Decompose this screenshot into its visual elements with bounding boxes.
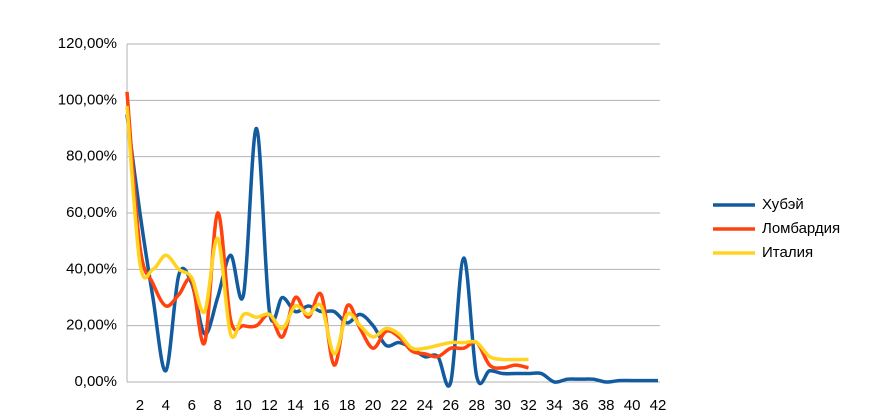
legend-label: Хубэй xyxy=(762,196,804,213)
x-tick-label: 20 xyxy=(365,397,382,414)
x-tick-label: 28 xyxy=(468,397,485,414)
x-tick-label: 26 xyxy=(442,397,459,414)
x-tick-label: 42 xyxy=(650,397,667,414)
x-tick-label: 16 xyxy=(313,397,330,414)
y-tick-label: 0,00% xyxy=(74,373,117,390)
x-tick-label: 14 xyxy=(287,397,304,414)
series-line xyxy=(125,105,529,362)
x-tick-label: 38 xyxy=(598,397,615,414)
y-tick-label: 60,00% xyxy=(66,204,117,221)
x-tick-label: 18 xyxy=(339,397,356,414)
x-tick-label: 24 xyxy=(417,397,434,414)
y-tick-label: 120,00% xyxy=(58,35,117,52)
series-line xyxy=(125,114,658,388)
x-tick-label: 4 xyxy=(162,397,170,414)
x-tick-label: 10 xyxy=(235,397,252,414)
x-tick-label: 32 xyxy=(520,397,537,414)
legend-label: Италия xyxy=(762,244,813,261)
x-tick-label: 34 xyxy=(546,397,563,414)
y-tick-label: 100,00% xyxy=(58,91,117,108)
y-tick-label: 40,00% xyxy=(66,260,117,277)
x-tick-label: 12 xyxy=(261,397,278,414)
x-tick-label: 22 xyxy=(391,397,408,414)
y-tick-label: 20,00% xyxy=(66,317,117,334)
x-tick-label: 40 xyxy=(624,397,641,414)
legend-label: Ломбардия xyxy=(762,220,840,237)
x-tick-label: 2 xyxy=(136,397,144,414)
x-tick-label: 6 xyxy=(188,397,196,414)
x-tick-label: 30 xyxy=(494,397,511,414)
x-tick-label: 36 xyxy=(572,397,589,414)
y-tick-label: 80,00% xyxy=(66,148,117,165)
x-tick-label: 8 xyxy=(213,397,221,414)
